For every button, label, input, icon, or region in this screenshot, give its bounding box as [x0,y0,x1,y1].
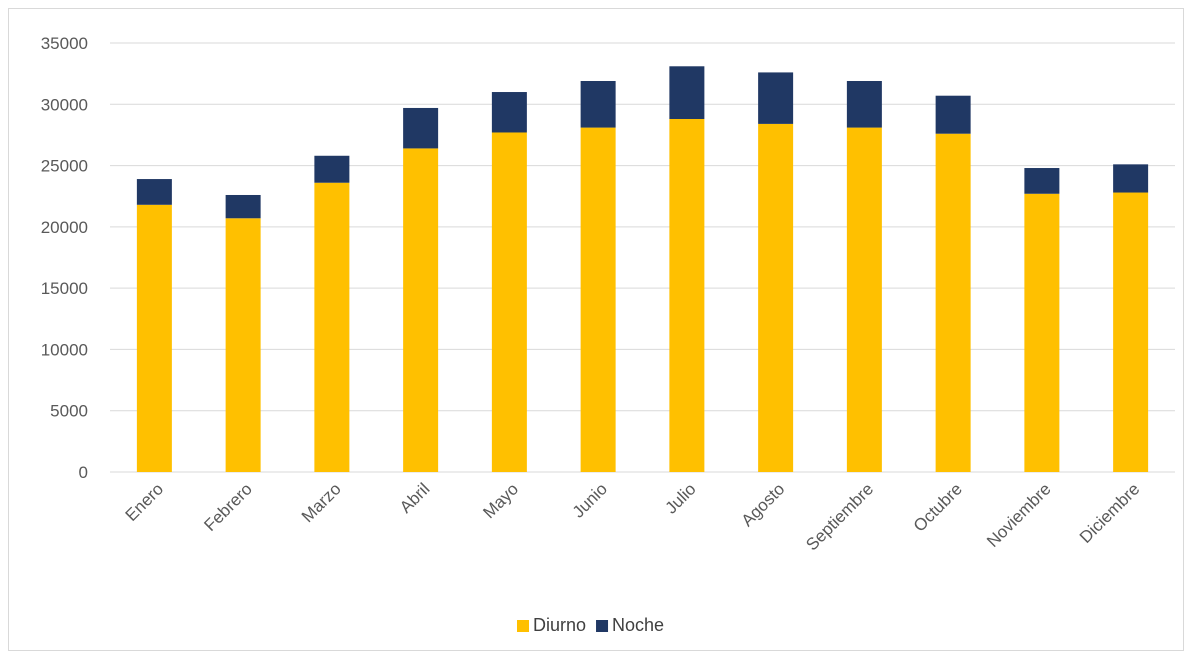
bar-diurno-julio [669,118,705,472]
bar-diurno-abril [403,148,439,472]
bar-noche-julio [669,66,705,119]
x-tick-label: Junio [569,479,611,521]
bar-diurno-diciembre [1113,192,1149,472]
y-tick-label: 15000 [41,279,88,298]
bar-diurno-febrero [225,218,261,472]
legend-label-noche: Noche [612,615,664,635]
bar-noche-abril [403,107,439,149]
bar-diurno-junio [580,127,616,473]
x-tick-label: Enero [122,479,168,525]
x-tick-label: Febrero [200,479,256,535]
y-tick-label: 10000 [41,340,88,359]
x-tick-label: Julio [662,479,700,517]
legend-swatch-noche [596,620,609,632]
y-tick-label: 5000 [50,402,88,421]
x-tick-label: Mayo [479,479,522,522]
y-tick-label: 20000 [41,218,88,237]
y-tick-label: 30000 [41,95,88,114]
bar-diurno-octubre [935,133,971,472]
bar-noche-junio [580,80,616,128]
bar-noche-diciembre [1113,164,1149,193]
x-tick-label: Diciembre [1076,479,1144,547]
x-tick-label: Abril [396,479,433,516]
bar-diurno-noviembre [1024,193,1060,472]
y-tick-label: 35000 [41,34,88,53]
x-tick-label: Septiembre [802,479,877,554]
x-axis-tick-labels: Enero Febrero Marzo Abril Mayo Junio Julio Agos… [122,479,1144,554]
bar-noche-noviembre [1024,168,1060,194]
bars [136,66,1149,473]
bar-diurno-marzo [314,182,350,472]
bar-noche-octubre [935,95,971,134]
bar-noche-septiembre [846,80,882,128]
x-tick-label: Octubre [910,479,966,535]
bar-noche-enero [136,179,172,205]
legend-swatch-diurno [517,620,529,632]
y-tick-label: 0 [79,463,88,482]
bar-noche-mayo [491,92,527,133]
bar-noche-agosto [758,72,794,124]
bar-diurno-mayo [491,132,527,472]
gridlines [110,42,1175,473]
bar-noche-marzo [314,155,350,183]
legend-label-diurno: Diurno [533,615,586,635]
x-tick-label: Agosto [738,479,789,530]
legend: Diurno Noche [517,615,664,635]
bar-diurno-enero [136,204,172,472]
y-tick-label: 25000 [41,157,88,176]
bar-noche-febrero [225,194,261,219]
chart-frame: 0 5000 10000 15000 20000 25000 30000 35000 Ener… [8,8,1184,651]
y-axis-tick-labels: 0 5000 10000 15000 20000 25000 30000 35000 [41,34,88,482]
x-tick-label: Marzo [298,479,345,526]
bar-diurno-septiembre [846,127,882,473]
stacked-bar-chart: 0 5000 10000 15000 20000 25000 30000 35000 Ener… [41,34,1175,635]
bar-diurno-agosto [758,123,794,472]
x-tick-label: Noviembre [983,479,1055,551]
